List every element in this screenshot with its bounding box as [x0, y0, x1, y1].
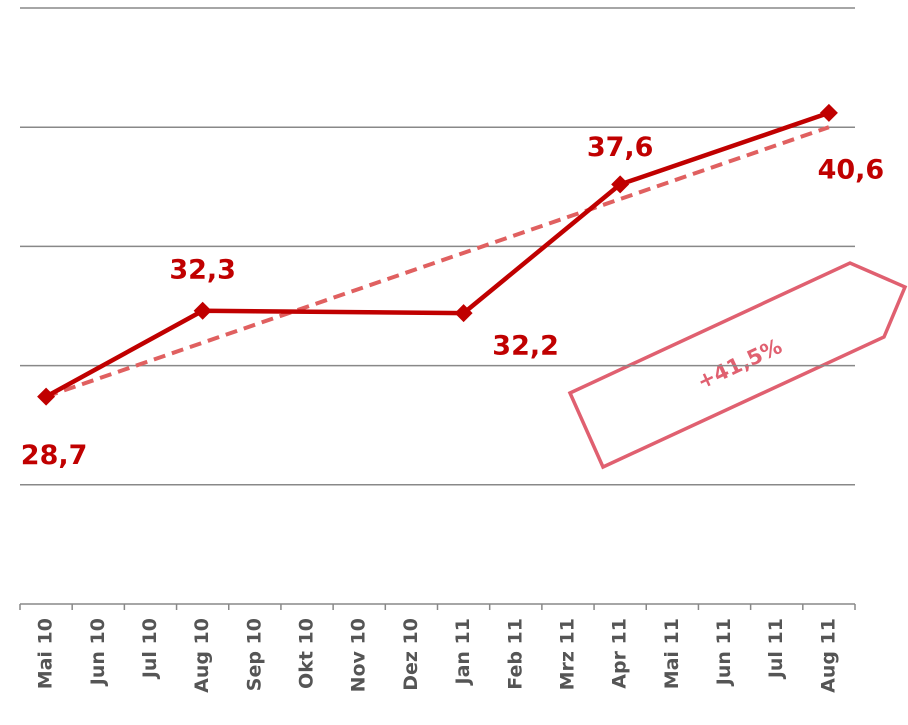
x-tick-label: Jul 11 — [765, 618, 787, 680]
point-marker — [454, 304, 473, 323]
x-tick-label: Jun 11 — [713, 618, 735, 687]
data-label: 40,6 — [818, 154, 885, 185]
trend-line — [45, 125, 830, 399]
x-tick-label: Dez 10 — [400, 618, 422, 691]
x-tick-label: Sep 10 — [243, 618, 265, 691]
series-line — [45, 110, 830, 399]
point-marker — [611, 175, 630, 194]
x-tick-label: Mrz 11 — [556, 618, 578, 690]
x-tick-label: Mai 10 — [35, 618, 57, 689]
growth-annotation: +41,5% — [694, 334, 786, 394]
x-tick-label: Jul 10 — [139, 618, 161, 680]
point-marker — [193, 301, 212, 320]
point-marker — [37, 387, 56, 406]
x-tick-label: Mai 11 — [661, 618, 683, 689]
x-tick-label: Aug 10 — [191, 618, 213, 693]
growth-arrow — [567, 261, 908, 470]
data-label: 32,2 — [492, 331, 559, 362]
x-tick-label: Feb 11 — [504, 618, 526, 690]
data-label: 37,6 — [587, 132, 654, 163]
x-tick-label: Aug 11 — [817, 618, 839, 693]
point-marker — [819, 103, 838, 122]
x-tick-label: Nov 10 — [348, 618, 370, 692]
x-tick-label: Okt 10 — [296, 618, 318, 689]
data-label: 32,3 — [169, 254, 236, 285]
x-tick-label: Jun 10 — [87, 618, 109, 687]
x-tick-label: Apr 11 — [609, 618, 631, 689]
x-tick-label: Jan 11 — [452, 618, 474, 686]
data-label: 28,7 — [21, 440, 88, 471]
